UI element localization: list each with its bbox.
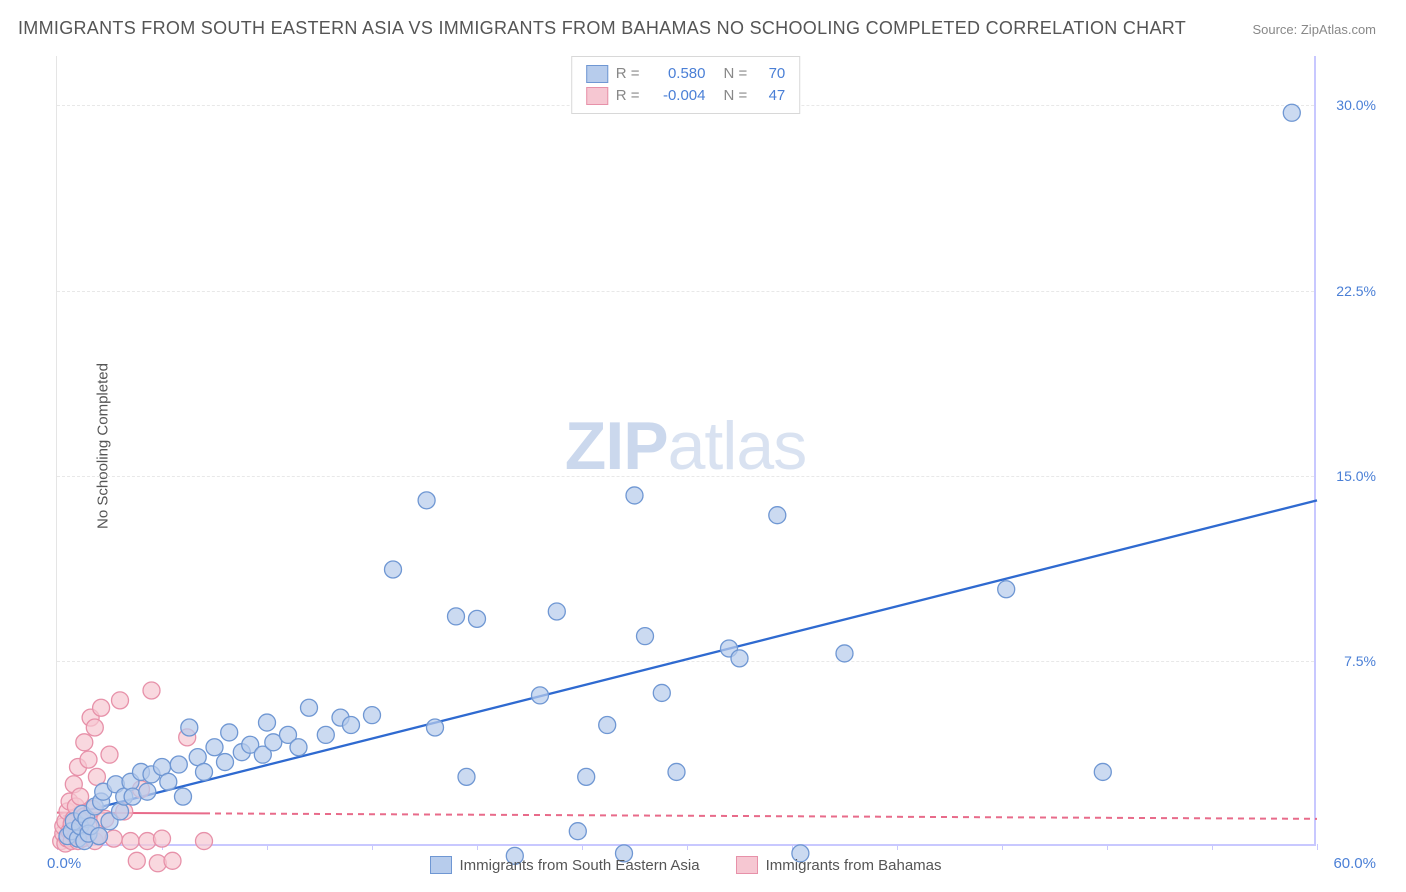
x-tick [1212, 844, 1213, 850]
data-point [448, 608, 465, 625]
trend-line [204, 813, 1317, 818]
data-point [112, 692, 129, 709]
data-point [101, 746, 118, 763]
data-point [364, 707, 381, 724]
data-point [532, 687, 549, 704]
data-point [769, 507, 786, 524]
x-axis-max-label: 60.0% [1333, 855, 1376, 872]
data-point [93, 699, 110, 716]
x-tick [372, 844, 373, 850]
data-point [548, 603, 565, 620]
data-point [122, 833, 139, 850]
scatter-svg [57, 56, 1314, 844]
data-point [86, 719, 103, 736]
data-point [836, 645, 853, 662]
data-point [599, 717, 616, 734]
data-point [343, 717, 360, 734]
plot-area: ZIPatlas 7.5%15.0%22.5%30.0% 0.0% 60.0% … [56, 56, 1316, 846]
x-tick [1107, 844, 1108, 850]
data-point [217, 754, 234, 771]
data-point [427, 719, 444, 736]
x-tick [477, 844, 478, 850]
data-point [181, 719, 198, 736]
data-point [164, 852, 181, 869]
data-point [76, 734, 93, 751]
data-point [458, 768, 475, 785]
legend-item-sea: Immigrants from South Eastern Asia [430, 856, 700, 874]
data-point [196, 763, 213, 780]
data-point [196, 833, 213, 850]
data-point [317, 726, 334, 743]
data-point [731, 650, 748, 667]
y-tick-label: 7.5% [1344, 653, 1376, 669]
data-point [469, 610, 486, 627]
data-point [637, 628, 654, 645]
y-tick-label: 30.0% [1336, 97, 1376, 113]
legend-label-bah: Immigrants from Bahamas [766, 857, 942, 874]
x-tick [582, 844, 583, 850]
data-point [998, 581, 1015, 598]
data-point [91, 828, 108, 845]
x-tick [1002, 844, 1003, 850]
x-tick [897, 844, 898, 850]
data-point [154, 830, 171, 847]
legend-label-sea: Immigrants from South Eastern Asia [460, 857, 700, 874]
data-point [385, 561, 402, 578]
data-point [206, 739, 223, 756]
legend-item-bah: Immigrants from Bahamas [736, 856, 942, 874]
trend-line [63, 500, 1317, 816]
data-point [80, 751, 97, 768]
data-point [653, 684, 670, 701]
x-tick [267, 844, 268, 850]
data-point [259, 714, 276, 731]
y-tick-label: 15.0% [1336, 468, 1376, 484]
x-tick [687, 844, 688, 850]
data-point [72, 788, 89, 805]
data-point [569, 823, 586, 840]
data-point [170, 756, 187, 773]
source-label: Source: ZipAtlas.com [1252, 22, 1376, 37]
data-point [290, 739, 307, 756]
x-axis-min-label: 0.0% [47, 855, 81, 872]
data-point [626, 487, 643, 504]
data-point [139, 783, 156, 800]
data-point [160, 773, 177, 790]
data-point [578, 768, 595, 785]
data-point [1283, 104, 1300, 121]
x-tick [1317, 844, 1318, 850]
data-point [221, 724, 238, 741]
data-point [175, 788, 192, 805]
series-legend: Immigrants from South Eastern Asia Immig… [430, 856, 942, 874]
data-point [143, 682, 160, 699]
y-tick-label: 22.5% [1336, 283, 1376, 299]
chart-title: IMMIGRANTS FROM SOUTH EASTERN ASIA VS IM… [18, 18, 1186, 39]
swatch-bah [736, 856, 758, 874]
data-point [418, 492, 435, 509]
data-point [668, 763, 685, 780]
data-point [1094, 763, 1111, 780]
data-point [301, 699, 318, 716]
swatch-sea [430, 856, 452, 874]
data-point [128, 852, 145, 869]
